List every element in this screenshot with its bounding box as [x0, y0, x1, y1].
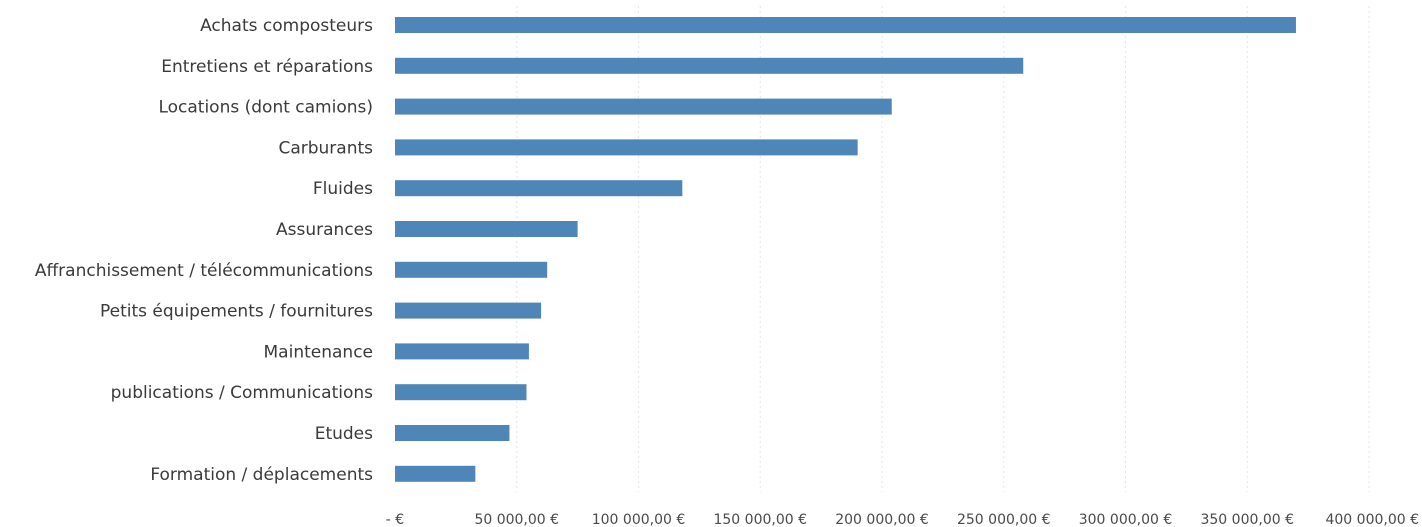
- category-label: Achats composteurs: [200, 16, 373, 36]
- x-tick-label: 400 000,00 €: [1325, 512, 1419, 527]
- category-label: Fluides: [313, 179, 373, 199]
- gridlines: [516, 6, 1370, 492]
- category-label: Etudes: [315, 424, 373, 444]
- x-tick-label: 100 000,00 €: [592, 512, 686, 527]
- x-tick-label: 300 000,00 €: [1079, 512, 1173, 527]
- x-tick-label: 350 000,00 €: [1200, 512, 1294, 527]
- x-axis-tick-labels: - € 50 000,00 € 100 000,00 € 150 000,00 € 20…: [386, 512, 1419, 527]
- category-label: Assurances: [276, 220, 373, 240]
- bar: [395, 384, 527, 401]
- bar: [395, 465, 476, 482]
- bar: [395, 180, 683, 197]
- x-tick-label: 200 000,00 €: [835, 512, 929, 527]
- x-tick-label: 150 000,00 €: [713, 512, 807, 527]
- bar: [395, 139, 858, 156]
- bar: [395, 57, 1024, 74]
- bar: [395, 425, 510, 441]
- bar: [395, 17, 1296, 33]
- bar: [395, 221, 578, 237]
- category-label: Maintenance: [264, 342, 373, 362]
- x-tick-label: 250 000,00 €: [957, 512, 1051, 527]
- category-label: publications / Communications: [111, 383, 374, 403]
- bar: [395, 261, 548, 278]
- category-label: Formation / déplacements: [150, 465, 373, 485]
- category-label: Locations (dont camions): [158, 98, 373, 118]
- x-tick-label: 50 000,00 €: [474, 512, 559, 527]
- bars: [395, 17, 1296, 482]
- category-label: Carburants: [278, 138, 373, 158]
- category-labels: Achats composteurs Entretiens et réparati…: [35, 16, 373, 485]
- category-label: Petits équipements / fournitures: [100, 302, 373, 322]
- bar: [395, 302, 542, 319]
- bar: [395, 98, 892, 115]
- x-tick-label: - €: [386, 512, 404, 527]
- bar: [395, 343, 529, 360]
- category-label: Affranchissement / télécommunications: [35, 261, 373, 281]
- category-label: Entretiens et réparations: [161, 57, 373, 77]
